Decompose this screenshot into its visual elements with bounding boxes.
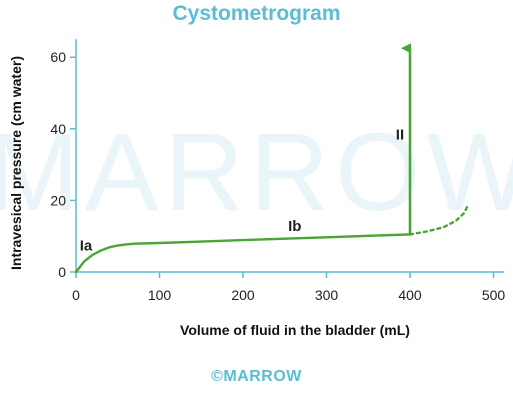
annotations: Ia Ib II [80, 127, 404, 255]
axes [75, 39, 505, 273]
series-line-dotted [408, 202, 470, 236]
series-line-solid [74, 233, 412, 274]
x-tick-label-300: 300 [315, 287, 339, 303]
phase-label-ii: II [396, 127, 404, 144]
y-axis-title: Intravesical pressure (cm water) [8, 56, 24, 270]
x-tick-label-400: 400 [398, 287, 422, 303]
x-tick-label-100: 100 [148, 287, 172, 303]
x-tick-label-500: 500 [482, 287, 506, 303]
x-tick-label-0: 0 [72, 287, 80, 303]
series [74, 43, 470, 274]
y-tick-label-60: 60 [50, 49, 66, 65]
y-tick-label-20: 20 [50, 192, 66, 208]
ticks: 0 100 200 300 400 500 0 20 40 60 [50, 49, 505, 303]
y-tick-label-0: 0 [58, 264, 66, 280]
x-axis-title: Volume of fluid in the bladder (mL) [180, 322, 410, 338]
chart-title: Cystometrogram [172, 2, 341, 25]
y-tick-label-40: 40 [50, 121, 66, 137]
footer-copyright: ©MARROW [211, 368, 302, 385]
phase-label-ib: Ib [288, 218, 301, 235]
phase-label-ia: Ia [80, 238, 93, 255]
x-tick-label-200: 200 [231, 287, 255, 303]
watermark: MARROW [0, 111, 513, 234]
